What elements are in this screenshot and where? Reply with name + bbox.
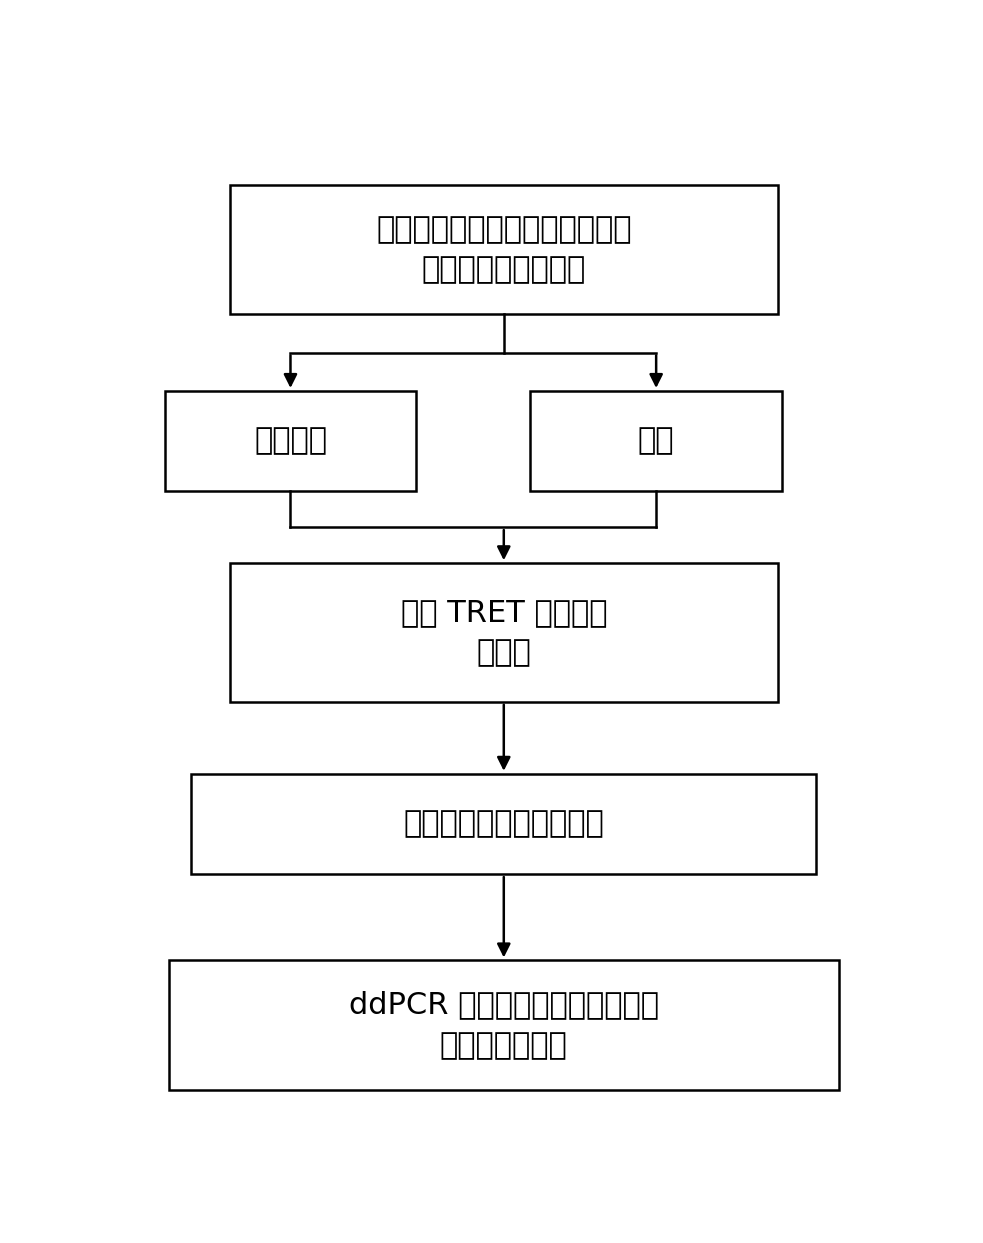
Text: 筛选 TRET 启动子突
变患者: 筛选 TRET 启动子突 变患者 (400, 598, 607, 667)
Text: 定期随访复查：尿液收集: 定期随访复查：尿液收集 (403, 809, 605, 839)
Text: 尿液: 尿液 (638, 426, 674, 456)
Bar (230, 185, 779, 314)
Text: 肿瘤组织: 肿瘤组织 (254, 426, 327, 456)
Bar (169, 961, 838, 1090)
Bar (230, 563, 779, 702)
Bar (165, 390, 416, 491)
Bar (192, 773, 816, 874)
Bar (531, 390, 781, 491)
Text: 标本收集：膀胱、肾盂癌患者；
健康成年人体检样本: 标本收集：膀胱、肾盂癌患者； 健康成年人体检样本 (376, 215, 631, 285)
Text: ddPCR 分析有无突变，判断复发
或治疗效果评价: ddPCR 分析有无突变，判断复发 或治疗效果评价 (349, 991, 659, 1060)
